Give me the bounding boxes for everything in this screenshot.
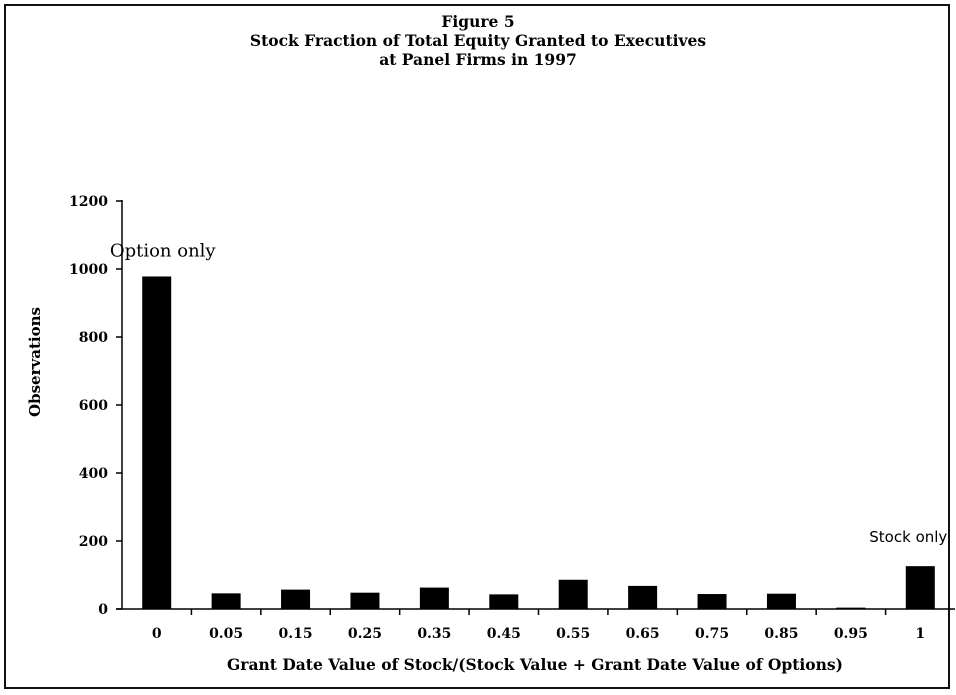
y-tick-label: 1000 [69, 262, 108, 278]
x-axis-label: Grant Date Value of Stock/(Stock Value +… [227, 655, 843, 674]
y-tick-label: 0 [98, 602, 108, 618]
annotation-2: Stock only [869, 528, 947, 546]
bar-0.65 [628, 585, 658, 609]
bar-0.75 [697, 594, 727, 609]
y-tick-label: 1200 [69, 194, 108, 210]
title-line-2: Stock Fraction of Total Equity Granted t… [250, 31, 706, 50]
y-axis-label: Observations [26, 307, 44, 417]
axes [116, 200, 955, 610]
x-tick-label: 0.95 [834, 626, 868, 642]
x-tick-label: 0.35 [417, 626, 451, 642]
bar-0.15 [281, 589, 311, 609]
bar-0.25 [350, 592, 380, 609]
bar-0 [142, 276, 172, 609]
bar-1 [905, 566, 935, 609]
annotations: Option only Stock only [110, 240, 948, 546]
y-tick-label: 800 [79, 330, 108, 346]
y-tick-label: 200 [79, 534, 108, 550]
x-tick-label: 0.65 [626, 626, 660, 642]
bars [142, 276, 935, 609]
bar-0.35 [419, 587, 449, 609]
bar-0.85 [766, 593, 796, 609]
x-tick-label: 0.25 [348, 626, 382, 642]
y-tick-labels: 0 200 400 600 800 1000 1200 [69, 194, 122, 618]
x-tick-label: 0.85 [764, 626, 798, 642]
title-line-3: at Panel Firms in 1997 [379, 50, 577, 69]
y-tick-label: 600 [79, 398, 108, 414]
bar-0.05 [211, 593, 241, 609]
x-tick-label: 1 [915, 626, 925, 642]
x-tick-label: 0.05 [209, 626, 243, 642]
x-tick-label: 0.75 [695, 626, 729, 642]
x-tick-label: 0.55 [556, 626, 590, 642]
bar-0.55 [558, 579, 588, 609]
x-tick-label: 0.45 [487, 626, 521, 642]
bar-0.95 [836, 607, 866, 609]
annotation-1: Option only [110, 240, 217, 261]
title-line-1: Figure 5 [441, 12, 514, 31]
x-tick-label: 0 [152, 626, 162, 642]
y-tick-label: 400 [79, 466, 108, 482]
x-tick-labels: 0 0.05 0.15 0.25 0.35 0.45 0.55 0.65 0.75 0.85 0.9… [152, 609, 925, 642]
x-tick-label: 0.15 [278, 626, 312, 642]
bar-0.45 [489, 594, 519, 609]
